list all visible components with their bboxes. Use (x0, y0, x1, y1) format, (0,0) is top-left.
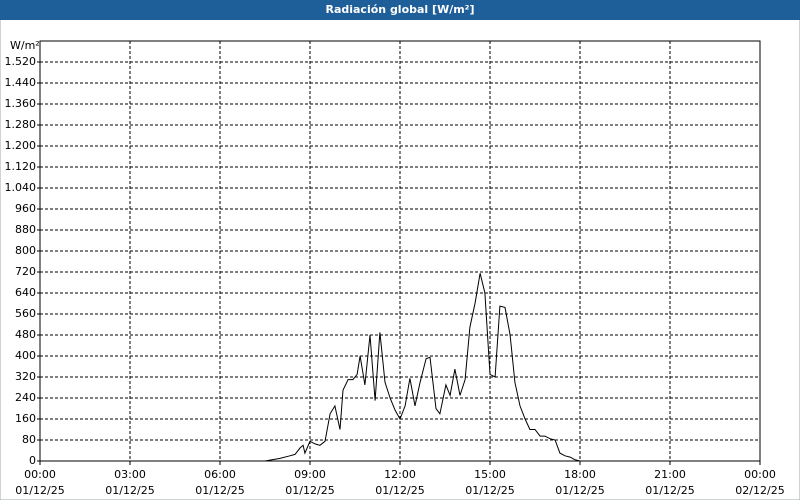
y-tick-label: 880 (15, 223, 36, 236)
y-tick-label: 1.120 (5, 160, 37, 173)
x-tick-label: 00:00 (24, 468, 56, 481)
y-tick-label: 80 (22, 433, 36, 446)
data-line (40, 273, 755, 462)
y-tick-label: 240 (15, 391, 36, 404)
y-tick-label: 560 (15, 307, 36, 320)
y-tick-label: 480 (15, 328, 36, 341)
y-tick-label: 1.280 (5, 118, 37, 131)
x-tick-date: 01/12/25 (285, 484, 334, 497)
y-tick-label: 0 (29, 454, 36, 467)
y-unit: W/m² (10, 39, 40, 52)
x-tick-date: 01/12/25 (465, 484, 514, 497)
y-tick-label: 640 (15, 286, 36, 299)
x-tick-label: 06:00 (204, 468, 236, 481)
x-tick-date: 01/12/25 (15, 484, 64, 497)
x-tick-date: 02/12/25 (735, 484, 784, 497)
y-tick-label: 1.360 (5, 97, 37, 110)
x-tick-date: 01/12/25 (375, 484, 424, 497)
y-tick-label: 960 (15, 202, 36, 215)
x-tick-label: 09:00 (294, 468, 326, 481)
y-tick-label: 1.440 (5, 76, 37, 89)
y-tick-label: 1.520 (5, 55, 37, 68)
plot-border (39, 40, 761, 462)
y-tick-label: 160 (15, 412, 36, 425)
y-tick-label: 1.200 (5, 139, 37, 152)
y-tick-label: 320 (15, 370, 36, 383)
x-tick-label: 15:00 (474, 468, 506, 481)
x-tick-date: 01/12/25 (195, 484, 244, 497)
title-bar (0, 0, 800, 20)
x-tick-label: 18:00 (564, 468, 596, 481)
x-tick-date: 01/12/25 (105, 484, 154, 497)
x-tick-label: 21:00 (654, 468, 686, 481)
x-tick-date: 01/12/25 (555, 484, 604, 497)
y-tick-label: 800 (15, 244, 36, 257)
x-tick-date: 01/12/25 (645, 484, 694, 497)
y-tick-label: 1.040 (5, 181, 37, 194)
y-tick-label: 720 (15, 265, 36, 278)
y-tick-label: 400 (15, 349, 36, 362)
x-tick-label: 00:00 (744, 468, 776, 481)
x-tick-label: 03:00 (114, 468, 146, 481)
chart-title: Radiación global [W/m²] (325, 3, 474, 16)
x-tick-label: 12:00 (384, 468, 416, 481)
